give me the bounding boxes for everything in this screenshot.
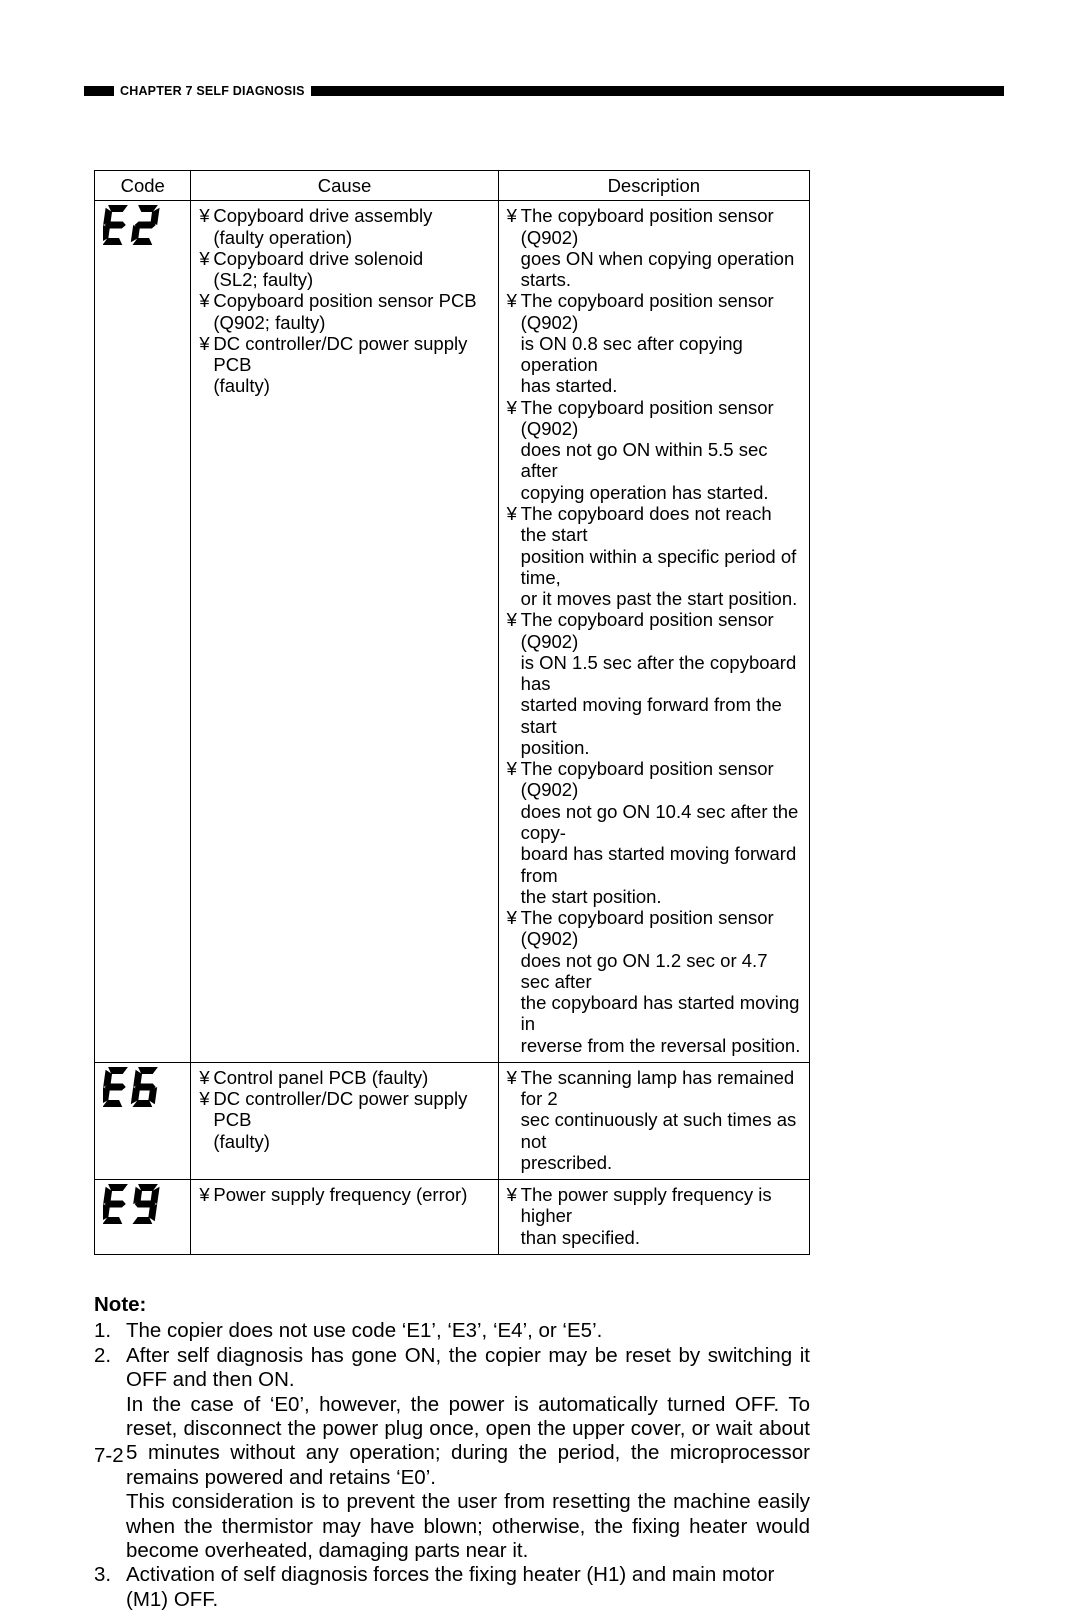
table-row: ¥Power supply frequency (error) ¥The powe… bbox=[95, 1180, 810, 1255]
description-line: does not go ON 1.2 sec or 4.7 sec after bbox=[507, 950, 801, 993]
cause-line: ¥Copyboard drive assembly bbox=[199, 205, 489, 226]
description-line: is ON 1.5 sec after the copyboard has bbox=[507, 652, 801, 695]
col-header-description: Description bbox=[498, 171, 809, 201]
description-line: reverse from the reversal position. bbox=[507, 1035, 801, 1056]
notes-section: Note: 1.The copier does not use code ‘E1… bbox=[94, 1293, 810, 1612]
description-line: the copyboard has started moving in bbox=[507, 992, 801, 1035]
description-line: board has started moving forward from bbox=[507, 843, 801, 886]
note-paragraph: After self diagnosis has gone ON, the co… bbox=[126, 1344, 810, 1393]
cause-line: (faulty) bbox=[199, 1131, 489, 1152]
cause-cell: ¥Power supply frequency (error) bbox=[191, 1180, 498, 1255]
code-cell bbox=[95, 1180, 191, 1255]
note-body: The copier does not use code ‘E1’, ‘E3’,… bbox=[126, 1319, 810, 1343]
description-line: does not go ON within 5.5 sec after bbox=[507, 439, 801, 482]
cause-line: ¥Power supply frequency (error) bbox=[199, 1184, 489, 1205]
cause-line: ¥DC controller/DC power supply PCB bbox=[199, 333, 489, 376]
chapter-title: CHAPTER 7 SELF DIAGNOSIS bbox=[114, 84, 311, 98]
note-body: After self diagnosis has gone ON, the co… bbox=[126, 1344, 810, 1564]
note-item: 2.After self diagnosis has gone ON, the … bbox=[94, 1344, 810, 1564]
description-line: started moving forward from the start bbox=[507, 694, 801, 737]
chapter-header: CHAPTER 7 SELF DIAGNOSIS bbox=[84, 84, 1004, 98]
description-line: or it moves past the start position. bbox=[507, 588, 801, 609]
description-line: ¥The copyboard position sensor (Q902) bbox=[507, 205, 801, 248]
note-paragraph: Activation of self diagnosis forces the … bbox=[126, 1563, 810, 1612]
description-cell: ¥The scanning lamp has remained for 2sec… bbox=[498, 1062, 809, 1179]
cause-line: ¥Control panel PCB (faulty) bbox=[199, 1067, 489, 1088]
description-line: ¥The copyboard position sensor (Q902) bbox=[507, 397, 801, 440]
note-paragraph: The copier does not use code ‘E1’, ‘E3’,… bbox=[126, 1319, 810, 1343]
description-line: copying operation has started. bbox=[507, 482, 801, 503]
description-line: ¥The copyboard position sensor (Q902) bbox=[507, 758, 801, 801]
note-number: 3. bbox=[94, 1563, 126, 1612]
table-row: ¥Control panel PCB (faulty)¥DC controlle… bbox=[95, 1062, 810, 1179]
cause-line: (faulty) bbox=[199, 375, 489, 396]
description-line: ¥The copyboard does not reach the start bbox=[507, 503, 801, 546]
description-line: ¥The copyboard position sensor (Q902) bbox=[507, 609, 801, 652]
note-item: 3.Activation of self diagnosis forces th… bbox=[94, 1563, 810, 1612]
note-paragraph: In the case of ‘E0’, however, the power … bbox=[126, 1393, 810, 1491]
cause-line: ¥Copyboard position sensor PCB bbox=[199, 290, 489, 311]
notes-heading: Note: bbox=[94, 1293, 810, 1317]
description-line: sec continuously at such times as not bbox=[507, 1109, 801, 1152]
description-line: goes ON when copying operation starts. bbox=[507, 248, 801, 291]
note-item: 1.The copier does not use code ‘E1’, ‘E3… bbox=[94, 1319, 810, 1343]
note-number: 1. bbox=[94, 1319, 126, 1343]
cause-line: (SL2; faulty) bbox=[199, 269, 489, 290]
cause-line: (Q902; faulty) bbox=[199, 312, 489, 333]
description-line: is ON 0.8 sec after copying operation bbox=[507, 333, 801, 376]
description-cell: ¥The copyboard position sensor (Q902)goe… bbox=[498, 201, 809, 1063]
description-line: ¥The power supply frequency is higher bbox=[507, 1184, 801, 1227]
col-header-cause: Cause bbox=[191, 171, 498, 201]
description-line: has started. bbox=[507, 375, 801, 396]
note-paragraph: This consideration is to prevent the use… bbox=[126, 1490, 810, 1563]
cause-cell: ¥Copyboard drive assembly(faulty operati… bbox=[191, 201, 498, 1063]
self-diagnosis-table: Code Cause Description ¥Copyboard drive … bbox=[94, 170, 810, 1255]
description-line: than specified. bbox=[507, 1227, 801, 1248]
description-line: position within a specific period of tim… bbox=[507, 546, 801, 589]
cause-cell: ¥Control panel PCB (faulty)¥DC controlle… bbox=[191, 1062, 498, 1179]
code-cell bbox=[95, 1062, 191, 1179]
description-line: ¥The copyboard position sensor (Q902) bbox=[507, 907, 801, 950]
description-line: ¥The scanning lamp has remained for 2 bbox=[507, 1067, 801, 1110]
description-line: prescribed. bbox=[507, 1152, 801, 1173]
description-line: position. bbox=[507, 737, 801, 758]
cause-line: ¥DC controller/DC power supply PCB bbox=[199, 1088, 489, 1131]
header-rule-right bbox=[311, 86, 1004, 96]
code-cell bbox=[95, 201, 191, 1063]
table-row: ¥Copyboard drive assembly(faulty operati… bbox=[95, 201, 810, 1063]
page-number: 7-2 bbox=[94, 1444, 124, 1468]
description-cell: ¥The power supply frequency is highertha… bbox=[498, 1180, 809, 1255]
header-rule-left bbox=[84, 86, 114, 96]
description-line: does not go ON 10.4 sec after the copy- bbox=[507, 801, 801, 844]
cause-line: ¥Copyboard drive solenoid bbox=[199, 248, 489, 269]
table-header-row: Code Cause Description bbox=[95, 171, 810, 201]
description-line: ¥The copyboard position sensor (Q902) bbox=[507, 290, 801, 333]
note-body: Activation of self diagnosis forces the … bbox=[126, 1563, 810, 1612]
description-line: the start position. bbox=[507, 886, 801, 907]
page: CHAPTER 7 SELF DIAGNOSIS Code Cause Desc… bbox=[0, 0, 1080, 1528]
cause-line: (faulty operation) bbox=[199, 227, 489, 248]
col-header-code: Code bbox=[95, 171, 191, 201]
